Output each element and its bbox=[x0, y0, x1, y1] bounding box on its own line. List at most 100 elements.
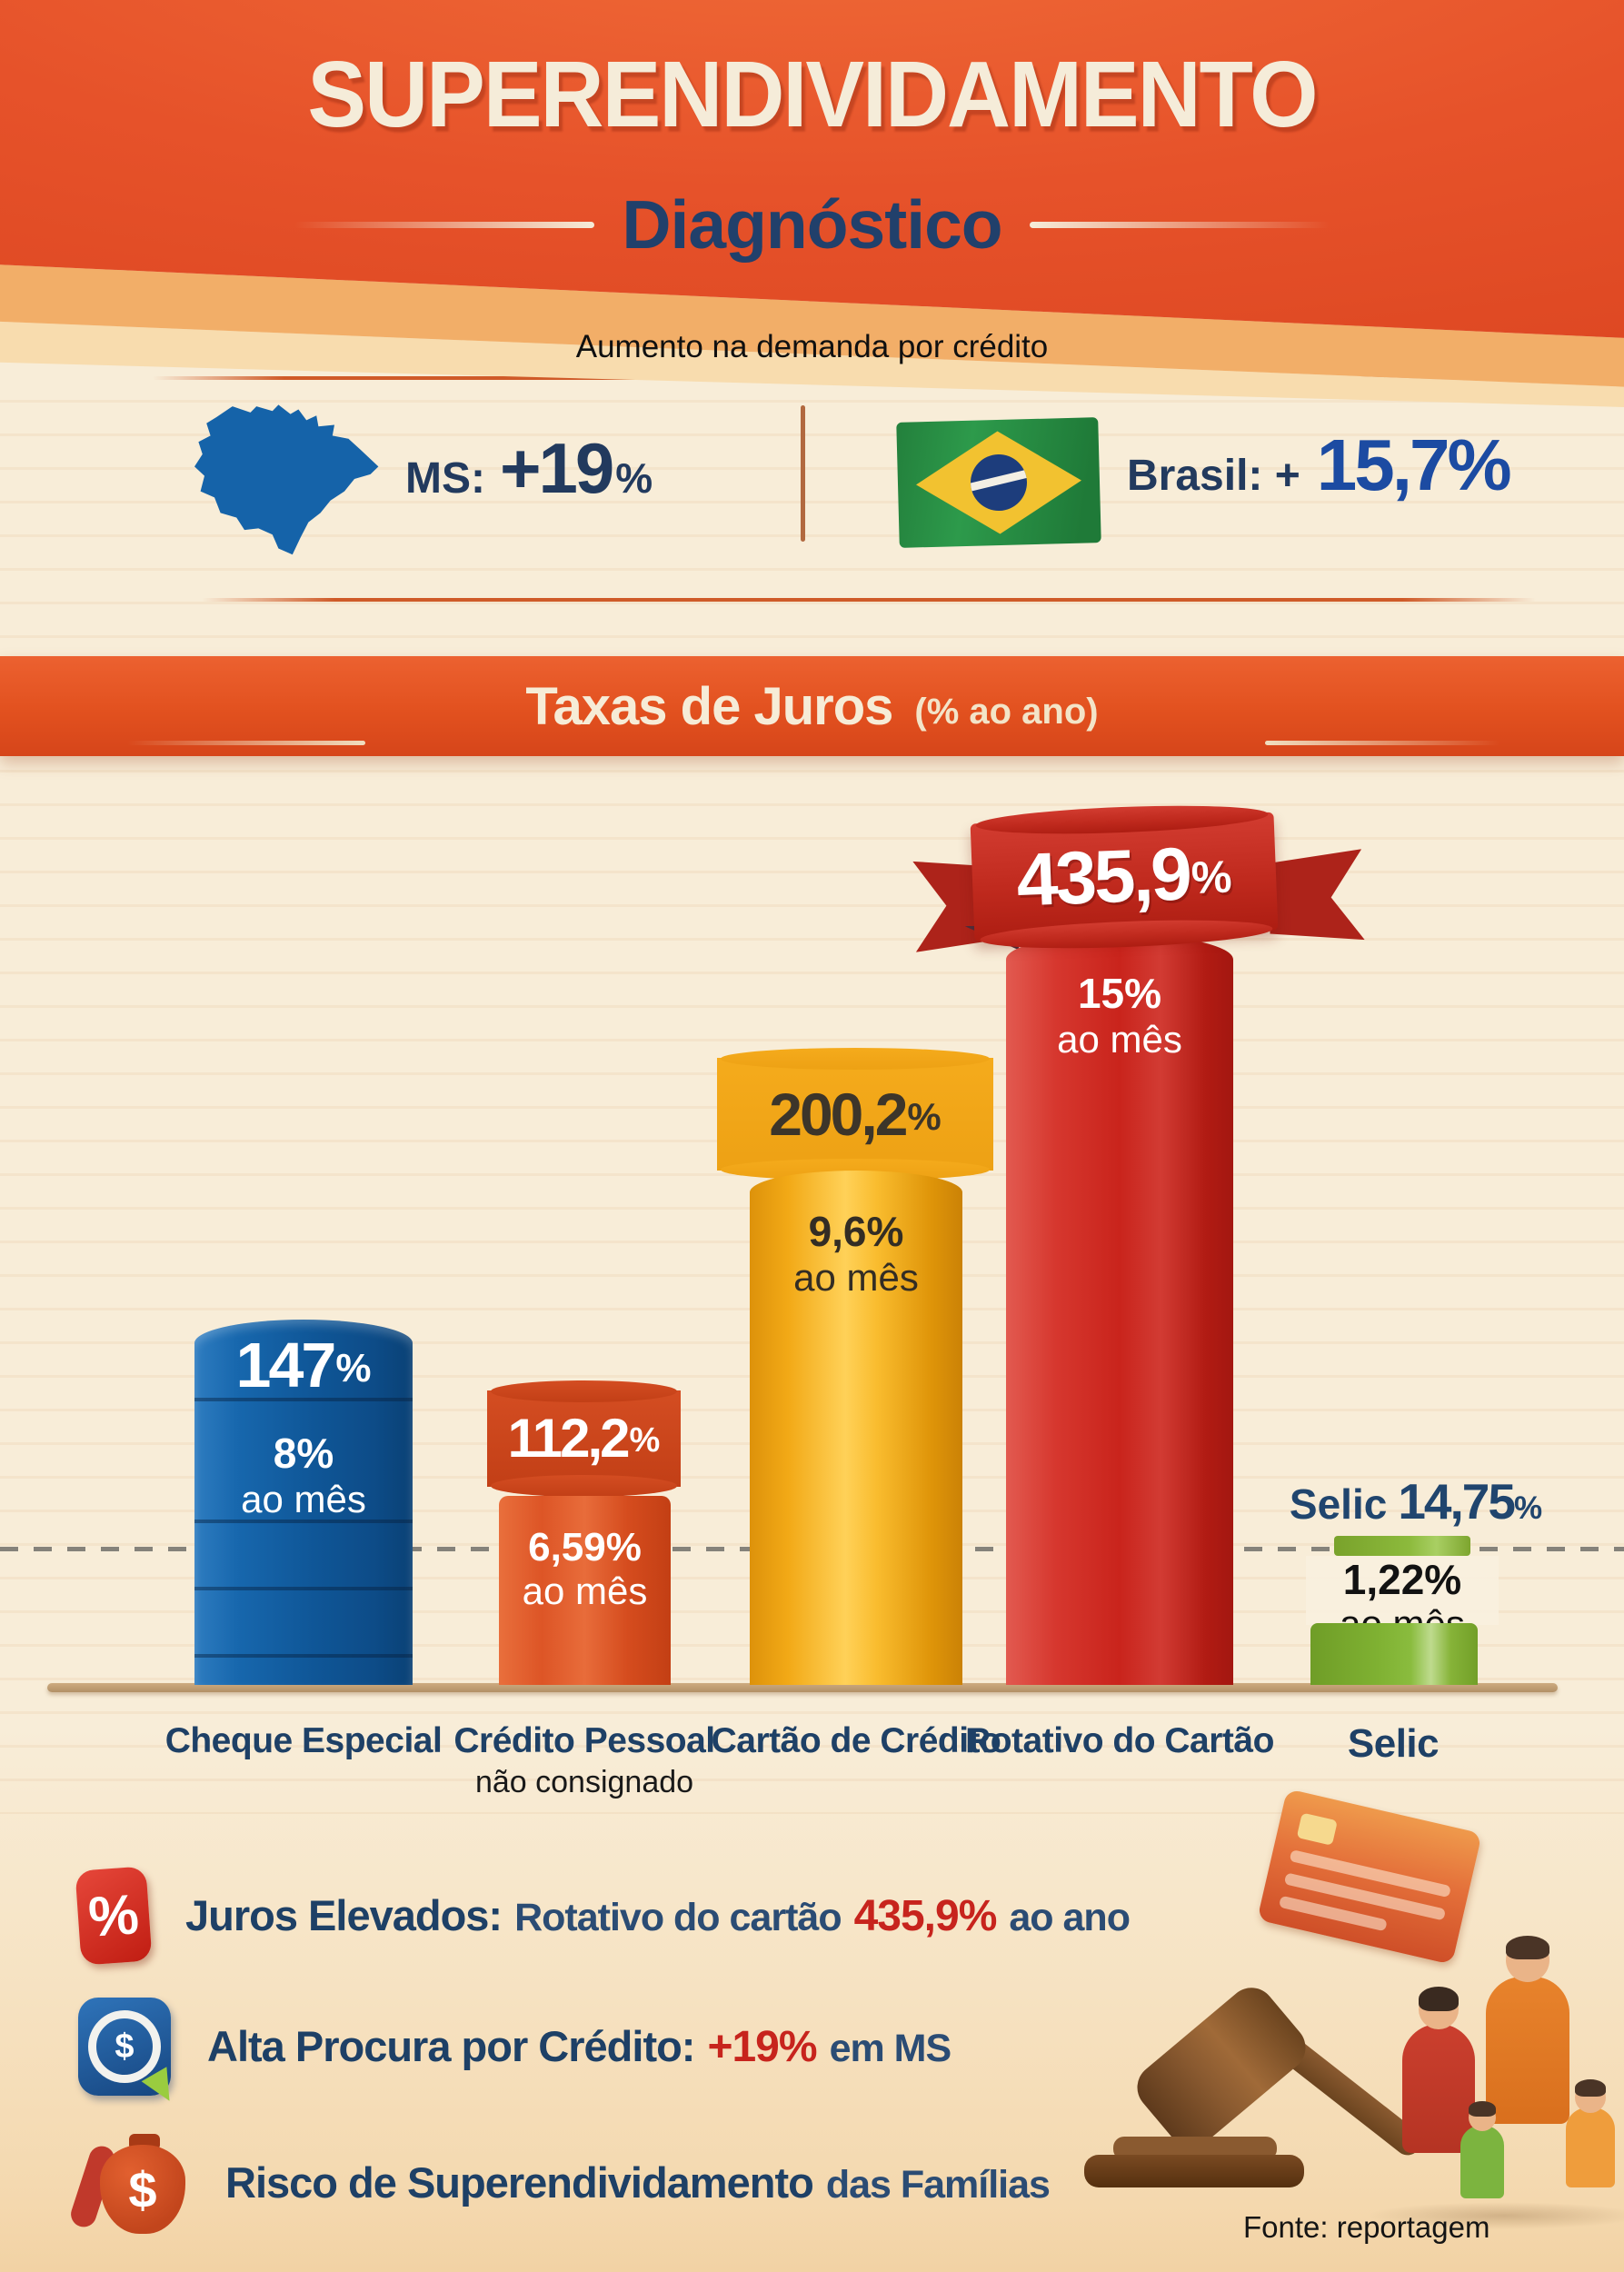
figure-body bbox=[1566, 2108, 1615, 2187]
band-line-left bbox=[127, 741, 365, 745]
bar-cartao-credito: 9,6% ao mês bbox=[750, 1171, 962, 1685]
ms-stat: MS: +19 % bbox=[405, 427, 653, 510]
bar-value-label: 112,2% bbox=[508, 1408, 661, 1469]
percent-sign: % bbox=[1513, 1490, 1543, 1526]
divider-rule-bottom bbox=[202, 598, 1536, 602]
family-figure-child-orange bbox=[1566, 2079, 1615, 2187]
fact-highlight: 435,9% bbox=[853, 1892, 998, 1940]
monthly-rate-label: 9,6% ao mês bbox=[750, 1208, 962, 1299]
annual-rate: 435,9 bbox=[1014, 832, 1191, 922]
monthly-rate: 15% bbox=[1077, 970, 1162, 1017]
family-shadow bbox=[1368, 2202, 1624, 2229]
brasil-label: Brasil: + bbox=[1127, 452, 1300, 500]
fact-text: Risco de Superendividamento das Famílias bbox=[225, 2157, 1062, 2207]
fact-row-juros-elevados: % Juros Elevados: Rotativo do cartão 435… bbox=[75, 1866, 1142, 1966]
fact-title: Juros Elevados: bbox=[185, 1891, 503, 1939]
percent-sign: % bbox=[335, 1346, 372, 1390]
credit-card-icon bbox=[1257, 1789, 1482, 1965]
monthly-suffix: ao mês bbox=[522, 1569, 648, 1613]
monthly-rate: 1,22% bbox=[1342, 1556, 1462, 1603]
figure-body bbox=[1402, 2024, 1475, 2153]
family-figure-father bbox=[1486, 1936, 1569, 2124]
bar-value-label: 200,2% bbox=[769, 1081, 942, 1148]
bar-segment-line bbox=[194, 1520, 413, 1523]
vertical-divider bbox=[801, 405, 805, 542]
selic-reference-label: Selic 14,75 % bbox=[1280, 1472, 1552, 1530]
subtitle-line-left bbox=[294, 221, 595, 228]
subtitle-row: Diagnóstico bbox=[0, 185, 1624, 264]
figure-body bbox=[1460, 2126, 1504, 2198]
bar-rotativo-cartao: 15% ao mês bbox=[1006, 934, 1233, 1685]
family-debt-illustration bbox=[977, 1789, 1624, 2240]
figure-body bbox=[1486, 1977, 1569, 2124]
annual-rate: 147 bbox=[235, 1330, 337, 1400]
percent-sign: % bbox=[629, 1421, 661, 1460]
flag-band bbox=[970, 467, 1028, 493]
gavel-head-icon bbox=[1127, 1978, 1316, 2157]
fact-text: Alta Procura por Crédito: +19% em MS bbox=[207, 2021, 963, 2072]
dollar-coin-icon: $ bbox=[88, 2010, 161, 2083]
family-figure-child-green bbox=[1460, 2101, 1504, 2198]
bar-value-label: 147% bbox=[194, 1329, 413, 1401]
brazil-flag-icon bbox=[896, 417, 1101, 548]
fact-body: Rotativo do cartão bbox=[514, 1896, 842, 1939]
percent-sign: % bbox=[1190, 851, 1233, 904]
bar-cheque-especial: 147% 8% ao mês bbox=[194, 1320, 413, 1685]
category-label-selic: Selic bbox=[1347, 1721, 1440, 1766]
monthly-suffix: ao mês bbox=[1057, 1017, 1182, 1061]
bar-segment-line bbox=[194, 1398, 413, 1401]
category-label-cartao-credito: Cartão de Crédito bbox=[711, 1721, 1001, 1760]
annual-rate: 200,2 bbox=[769, 1081, 908, 1148]
ms-percent-sign: % bbox=[615, 454, 653, 502]
fact-title: Alta Procura por Crédito: bbox=[207, 2022, 695, 2070]
badge-cartao-credito: 200,2% bbox=[717, 1048, 993, 1181]
fact-suffix: em MS bbox=[829, 2027, 952, 2070]
page-subtitle: Diagnóstico bbox=[622, 186, 1002, 263]
fact-suffix: ao ano bbox=[1009, 1896, 1131, 1939]
header-banner: SUPERENDIVIDAMENTO Diagnóstico bbox=[0, 0, 1624, 407]
fact-text: Juros Elevados: Rotativo do cartão 435,9… bbox=[185, 1890, 1142, 1941]
monthly-rate-label: 1,22% ao mês bbox=[1306, 1556, 1499, 1644]
demand-section-title: Aumento na demanda por crédito bbox=[575, 329, 1049, 364]
monthly-rate: 6,59% bbox=[528, 1525, 642, 1569]
chart-title: Taxas de Juros bbox=[525, 676, 893, 736]
fact-title: Risco de Superendividamento bbox=[225, 2157, 814, 2207]
figure-hair bbox=[1575, 2079, 1606, 2097]
band-line-right bbox=[1265, 741, 1499, 745]
bar-selic bbox=[1310, 1623, 1478, 1685]
magnifier-dollar-icon: $ bbox=[78, 1998, 183, 2108]
chart-title-row: Taxas de Juros (% ao ano) bbox=[0, 656, 1624, 756]
bar-segment-line bbox=[194, 1654, 413, 1658]
subtitle-line-right bbox=[1029, 221, 1330, 228]
bar-credito-pessoal: 6,59% ao mês bbox=[499, 1496, 671, 1685]
money-bag-icon: $ bbox=[67, 2128, 189, 2236]
family-figure-mother bbox=[1402, 1987, 1475, 2153]
dollar-sign: $ bbox=[100, 2145, 185, 2234]
monthly-suffix: ao mês bbox=[241, 1477, 366, 1520]
figure-hair bbox=[1469, 2101, 1496, 2117]
monthly-rate-label: 15% ao mês bbox=[1006, 970, 1233, 1061]
source-credit: Fonte: reportagem bbox=[1243, 2210, 1490, 2244]
figure-head bbox=[1506, 1936, 1549, 1982]
fact-row-alta-procura: $ Alta Procura por Crédito: +19% em MS bbox=[78, 1998, 963, 2108]
ms-label: MS: bbox=[405, 454, 485, 503]
category-label-cheque-especial: Cheque Especial bbox=[164, 1721, 443, 1760]
monthly-rate-label: 8% ao mês bbox=[194, 1430, 413, 1520]
brasil-stat: Brasil: + 15,7% bbox=[1127, 424, 1512, 507]
brasil-value: 15,7% bbox=[1316, 424, 1512, 505]
percent-sign: % bbox=[907, 1095, 942, 1138]
chart-title-band: Taxas de Juros (% ao ano) bbox=[0, 656, 1624, 756]
category-label-rotativo-cartao: Rotativo do Cartão bbox=[965, 1721, 1274, 1760]
monthly-rate-label: 6,59% ao mês bbox=[499, 1525, 671, 1612]
fact-row-risco-superendividamento: $ Risco de Superendividamento das Famíli… bbox=[67, 2128, 1062, 2236]
selic-ref-name: Selic bbox=[1289, 1480, 1388, 1528]
bar-segment-line bbox=[194, 1587, 413, 1590]
monthly-rate: 8% bbox=[273, 1430, 334, 1477]
bar-value-label: 435,9% bbox=[1015, 832, 1232, 922]
monthly-suffix: ao mês bbox=[793, 1255, 919, 1299]
figure-hair bbox=[1506, 1936, 1549, 1960]
figure-head bbox=[1419, 1987, 1459, 2029]
badge-credito-pessoal: 112,2% bbox=[487, 1380, 681, 1497]
annual-rate: 112,2 bbox=[507, 1408, 631, 1469]
